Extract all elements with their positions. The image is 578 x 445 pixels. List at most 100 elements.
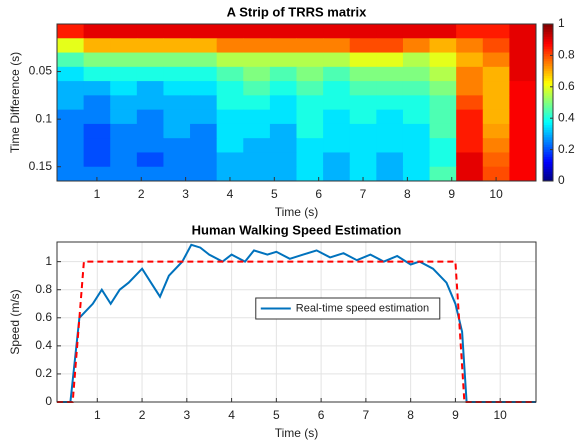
colorbar-swatch: [543, 141, 553, 145]
heatmap-cell: [509, 38, 537, 54]
colorbar-swatch: [543, 104, 553, 108]
heatmap-cell: [376, 152, 404, 168]
y-tick-label: 1: [45, 254, 52, 268]
heatmap-cell: [216, 152, 244, 168]
heatmap-cell: [190, 66, 218, 82]
heatmap-cell: [136, 81, 164, 96]
heatmap-cell: [57, 38, 85, 54]
colorbar-tick-label: 0.6: [558, 79, 575, 93]
heatmap-cell: [243, 24, 271, 39]
colorbar-tick-label: 0: [558, 173, 565, 187]
legend-label: Real-time speed estimation: [296, 302, 429, 314]
x-tick-label: 8: [404, 187, 411, 201]
colorbar-swatch: [543, 92, 553, 96]
heatmap-cell: [136, 166, 164, 182]
heatmap-cell: [402, 81, 431, 96]
heatmap-cell: [83, 95, 111, 111]
heatmap-cell: [110, 38, 138, 54]
colorbar-swatch: [543, 63, 553, 67]
colorbar-swatch: [543, 28, 553, 32]
colorbar-swatch: [543, 146, 553, 150]
heatmap-cell: [349, 109, 377, 125]
heatmap-cell: [163, 66, 191, 82]
colorbar-swatch: [543, 131, 553, 135]
heatmap-cell: [136, 38, 164, 54]
heatmap-cell: [402, 66, 431, 82]
heatmap-cell: [136, 123, 164, 139]
colorbar-swatch: [543, 97, 553, 101]
heatmap-cell: [243, 95, 271, 111]
heatmap-cell: [163, 152, 191, 168]
heatmap-cell: [243, 138, 271, 153]
colorbar-swatch: [543, 136, 553, 140]
heatmap-cell: [110, 52, 138, 68]
colorbar-swatch: [543, 24, 553, 27]
colorbar-swatch: [543, 168, 553, 172]
heatmap-cell: [216, 24, 244, 39]
heatmap-cell: [83, 66, 111, 82]
colorbar-swatch: [543, 33, 553, 37]
colorbar-swatch: [543, 58, 553, 62]
heatmap-cell: [57, 123, 85, 139]
colorbar-swatch: [543, 124, 553, 128]
x-tick-label: 1: [94, 408, 101, 422]
heatmap-cell: [323, 38, 351, 54]
heatmap-cell: [269, 152, 297, 168]
x-tick-label: 2: [138, 187, 145, 201]
colorbar-swatch: [543, 161, 553, 165]
colorbar-swatch: [543, 82, 553, 86]
colorbar-swatch: [543, 144, 553, 148]
heatmap-cell: [243, 123, 271, 139]
heatmap-cell: [190, 95, 218, 111]
heatmap-cell: [429, 24, 457, 39]
heatmap-cell: [83, 81, 111, 96]
heatmap-cell: [190, 152, 218, 168]
heatmap-cell: [243, 52, 271, 68]
heatmap-cell: [323, 66, 351, 82]
chart-title: Human Walking Speed Estimation: [192, 222, 402, 237]
heatmap-cell: [349, 24, 377, 39]
heatmap-cell: [83, 24, 111, 39]
heatmap-cell: [376, 52, 404, 68]
x-tick-label: 6: [318, 408, 325, 422]
colorbar-tick-label: 0.8: [558, 48, 575, 62]
heatmap-cell: [110, 66, 138, 82]
heatmap-cell: [269, 38, 297, 54]
y-tick-label: 0: [45, 394, 52, 408]
heatmap-cell: [402, 109, 431, 125]
colorbar-swatch: [543, 139, 553, 143]
heatmap-cell: [402, 24, 431, 39]
heatmap-cell: [57, 52, 85, 68]
heatmap-cell: [269, 109, 297, 125]
line-series: [57, 243, 536, 403]
heatmap-cell: [243, 166, 271, 182]
heatmap-cell: [243, 38, 271, 54]
colorbar-swatch: [543, 85, 553, 89]
colorbar-swatch: [543, 154, 553, 157]
heatmap-cell: [323, 95, 351, 111]
colorbar-swatch: [543, 50, 553, 54]
heatmap-cell: [57, 166, 85, 182]
heatmap-cell: [349, 95, 377, 111]
colorbar-swatch: [543, 80, 553, 84]
y-tick-label: 0.15: [29, 159, 53, 173]
x-tick-label: 5: [271, 187, 278, 201]
x-axis-label: Time (s): [275, 426, 319, 440]
x-tick-label: 10: [489, 187, 503, 201]
heatmap-cell: [323, 152, 351, 168]
heatmap-cell: [456, 38, 484, 54]
y-tick-label: 0.2: [35, 366, 52, 380]
heatmap-cell: [163, 138, 191, 153]
heatmap-cell: [429, 123, 457, 139]
colorbar-swatch: [543, 87, 553, 91]
colorbar-swatch: [543, 163, 553, 167]
heatmap-cell: [429, 66, 457, 82]
heatmap-cell: [456, 81, 484, 96]
heatmap-cell: [269, 52, 297, 68]
x-axis-label: Time (s): [275, 205, 319, 219]
colorbar-swatch: [543, 38, 553, 42]
colorbar-swatch: [543, 55, 553, 59]
heatmap-cell: [429, 166, 457, 182]
heatmap-cell: [57, 66, 85, 82]
